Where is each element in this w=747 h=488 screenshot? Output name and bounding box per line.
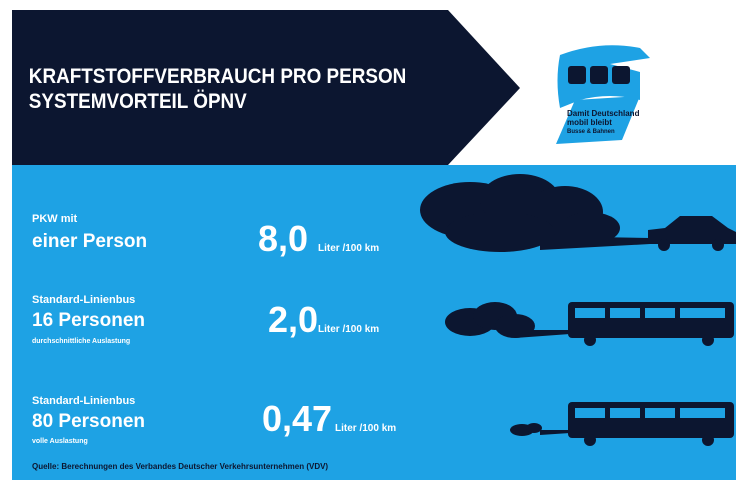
row-note: volle Auslastung (32, 438, 88, 445)
row-label: Standard-Linienbus (32, 395, 135, 407)
row-label: Standard-Linienbus (32, 294, 135, 306)
source: Quelle: Berechnungen des Verbandes Deuts… (32, 462, 328, 471)
logo: Damit Deutschland mobil bleibt Busse & B… (556, 45, 650, 144)
title-line: SYSTEMVORTEIL ÖPNV (29, 89, 248, 113)
row-unit: Liter /100 km (318, 243, 379, 254)
row-label-main: einer Person (32, 231, 147, 252)
bus-windows (575, 308, 725, 318)
car-illustration (420, 174, 736, 252)
logo-text: mobil bleibt (567, 118, 612, 127)
header-band (12, 10, 520, 165)
bus-windows (575, 408, 725, 418)
row-value: 2,0 (268, 299, 318, 340)
row-unit: Liter /100 km (335, 423, 396, 434)
title-line: KRAFTSTOFFVERBRAUCH PRO PERSON (29, 65, 407, 88)
logo-text: Busse & Bahnen (567, 129, 615, 135)
row-label: PKW mit (32, 213, 78, 225)
logo-text: Damit Deutschland (567, 109, 640, 118)
row-note: durchschnittliche Auslastung (32, 338, 130, 345)
row-label-main: 16 Personen (32, 310, 145, 331)
row-unit: Liter /100 km (318, 324, 379, 335)
row-value: 8,0 (258, 218, 308, 259)
row-value: 0,47 (262, 398, 332, 439)
row-label-main: 80 Personen (32, 411, 145, 432)
